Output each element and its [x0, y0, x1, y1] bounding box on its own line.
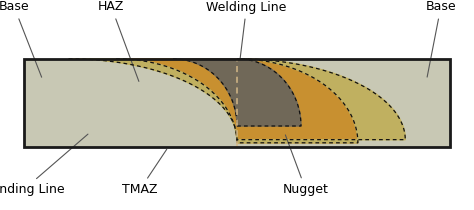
Bar	[24, 59, 450, 147]
Polygon shape	[69, 59, 405, 140]
Polygon shape	[173, 59, 301, 126]
Polygon shape	[69, 59, 405, 143]
Text: Base: Base	[0, 0, 42, 77]
Text: Base: Base	[426, 0, 456, 77]
Text: Welding Line: Welding Line	[206, 0, 287, 81]
Polygon shape	[116, 59, 358, 143]
Text: HAZ: HAZ	[98, 0, 139, 81]
Text: Nugget: Nugget	[283, 135, 328, 196]
Text: TMAZ: TMAZ	[122, 149, 167, 196]
Text: Bonding Line: Bonding Line	[0, 134, 88, 196]
Bar	[24, 59, 450, 147]
